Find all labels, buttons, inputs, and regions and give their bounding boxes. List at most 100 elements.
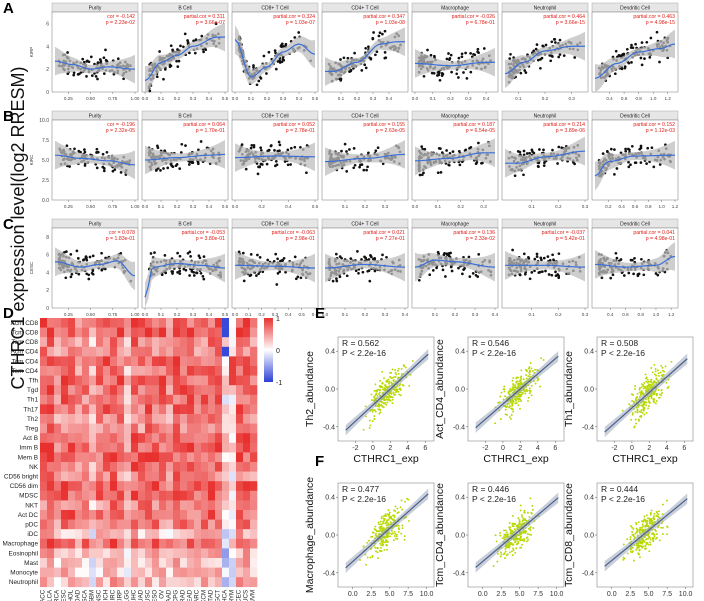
heatmap-cell (222, 366, 230, 376)
scatter-point (660, 364, 663, 367)
scatter-point (257, 272, 260, 276)
scatter-point (651, 371, 654, 374)
x-tick-label: 1.00 (131, 312, 140, 317)
scatter-point (511, 400, 514, 403)
heatmap-cell (47, 548, 55, 559)
heatmap-cell (75, 433, 83, 444)
heatmap-cell (236, 510, 244, 520)
scatter-point (633, 425, 636, 428)
heatmap-cell (173, 500, 181, 511)
heatmap-cell (159, 414, 167, 424)
heatmap-cell (173, 356, 181, 367)
heatmap-cell (117, 577, 125, 588)
scatter-point (113, 168, 117, 171)
heatmap-cell (152, 558, 160, 568)
heatmap-cell (152, 538, 160, 549)
scatter-point (392, 539, 395, 542)
heatmap-cell (145, 519, 153, 530)
heatmap-cell (68, 433, 76, 444)
heatmap-cell (215, 385, 223, 396)
scatter-point (653, 373, 656, 376)
scatter-point (72, 73, 76, 77)
heatmap-cell (75, 423, 83, 434)
scatter-point (544, 269, 547, 273)
heatmap-cell (96, 481, 104, 492)
scatter-point (654, 272, 658, 275)
x-tick-label: 0.50 (86, 312, 95, 317)
scatter-point (516, 150, 520, 153)
heatmap-cell (68, 327, 76, 338)
heatmap-cell (229, 510, 237, 520)
y-tick-label: 0.0 (325, 533, 335, 540)
heatmap-cell (54, 558, 62, 568)
heatmap-row-label: Imm B (20, 445, 38, 452)
scatter-point (660, 374, 663, 377)
heatmap-column-label: MESO (152, 590, 159, 601)
x-tick-label: 0.0 (348, 591, 358, 598)
heatmap-cell (89, 346, 97, 357)
scatter-point (524, 392, 527, 395)
heatmap-cell (40, 538, 48, 549)
correlation-stat: cor = -0.142 (107, 14, 135, 20)
heatmap-cell (152, 481, 160, 492)
heatmap-cell (180, 442, 188, 453)
p-value-stat: p = 4.98e-01 (646, 236, 675, 242)
scatter-point (503, 388, 506, 391)
scatter-point (439, 171, 443, 174)
scatter-point (241, 251, 245, 255)
heatmap-cell (145, 452, 153, 463)
heatmap-cell (145, 433, 153, 444)
heatmap-cell (61, 462, 69, 472)
scatter-point (388, 380, 391, 383)
scatter-point (379, 411, 382, 414)
heatmap-row-label: Monocyte (10, 570, 38, 577)
heatmap-cell (68, 510, 76, 520)
heatmap-cell (89, 414, 97, 424)
scatter-point (386, 401, 389, 404)
scatter-point (401, 527, 404, 530)
scatter-point (530, 148, 534, 152)
heatmap-cell (47, 404, 55, 415)
scatter-point (73, 147, 76, 151)
heatmap-cell (208, 462, 216, 472)
heatmap-cell (201, 558, 209, 568)
scatter-point (661, 369, 664, 372)
scatter-point (343, 142, 347, 146)
heatmap-cell (180, 490, 188, 501)
scatter-point (98, 58, 102, 61)
heatmap-cell (250, 423, 258, 434)
heatmap-cell (47, 462, 55, 472)
heatmap-cell (152, 510, 160, 520)
y-tick-label: 0.4 (325, 495, 335, 502)
scatter-point (527, 538, 530, 541)
heatmap-cell (208, 519, 216, 530)
scatter-point (640, 392, 643, 395)
facet-title: CD8+ T Cell (261, 5, 288, 11)
scatter-point (648, 405, 650, 407)
heatmap-cell (110, 510, 118, 520)
heatmap-cell (61, 375, 69, 386)
heatmap-cell (166, 452, 174, 463)
heatmap-cell (47, 356, 55, 367)
heatmap-cell (145, 510, 153, 520)
heatmap-cell (89, 481, 97, 492)
scatter-point (445, 252, 449, 256)
heatmap-cell (110, 558, 118, 568)
heatmap-row-label: Tcm CD4 (12, 358, 39, 365)
heatmap-column-label: PAAD (166, 589, 173, 601)
r-value: R = 0.477 (342, 484, 379, 494)
heatmap-cell (236, 346, 244, 357)
scatter-point (380, 527, 383, 530)
heatmap-cell (159, 500, 167, 511)
scatter-point (643, 381, 646, 384)
scatter-point (91, 254, 95, 258)
x-tick-label: 0.4 (606, 96, 613, 101)
scatter-point (262, 54, 266, 58)
scatter-point (388, 532, 391, 535)
facet-plot-area (411, 11, 499, 93)
p-value-stat: p = 1.03e-07 (286, 20, 315, 26)
scatter-point (542, 358, 545, 361)
